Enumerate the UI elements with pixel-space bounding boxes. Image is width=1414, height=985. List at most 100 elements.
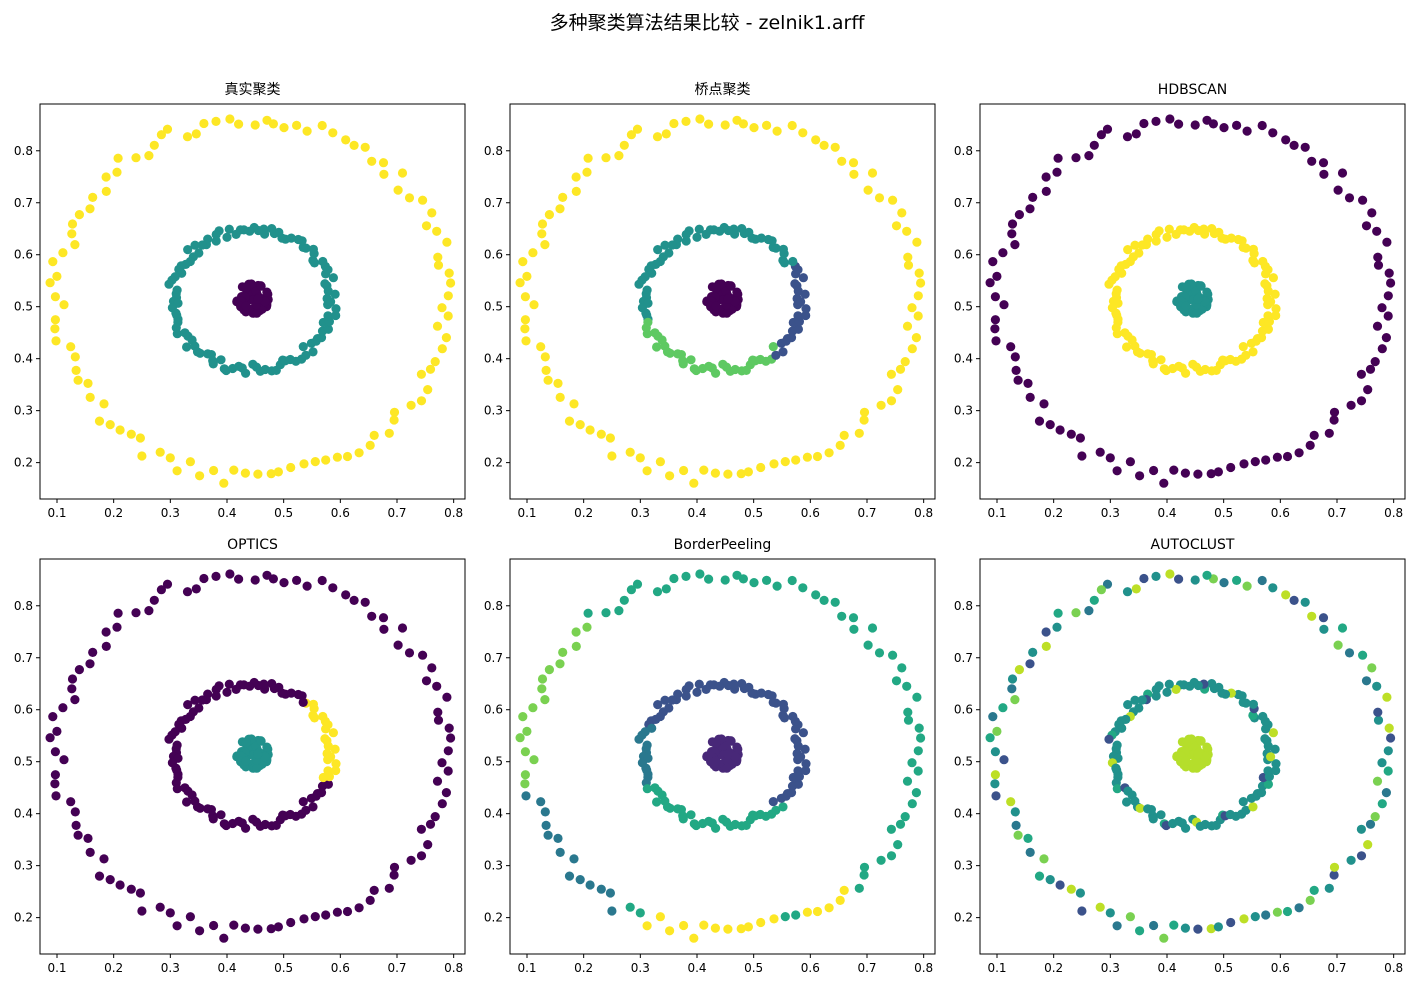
data-point-outer xyxy=(317,575,327,586)
data-point-outer xyxy=(536,342,546,352)
data-point-outer xyxy=(1041,186,1051,196)
data-point-inner xyxy=(1271,310,1281,321)
data-point-outer xyxy=(51,336,61,346)
data-point-outer xyxy=(162,579,173,589)
data-point-outer xyxy=(1034,871,1045,881)
data-point-outer xyxy=(234,119,244,129)
data-point-outer xyxy=(1112,921,1122,931)
data-point-outer xyxy=(1367,208,1377,218)
data-point-outer xyxy=(70,352,80,362)
data-point-outer xyxy=(182,132,193,142)
data-point-outer xyxy=(704,119,714,129)
data-point-outer xyxy=(418,650,428,660)
x-tick-label: 0.5 xyxy=(744,961,763,975)
data-point-outer xyxy=(749,123,759,133)
x-tick-label: 0.1 xyxy=(47,506,66,520)
data-point-outer xyxy=(397,168,408,178)
data-point-outer xyxy=(837,611,847,621)
data-point-outer xyxy=(1007,674,1018,684)
data-point-outer xyxy=(1309,885,1319,895)
data-point-outer xyxy=(859,407,870,417)
data-point-outer xyxy=(432,321,443,331)
data-point-outer xyxy=(1206,469,1216,479)
data-point-outer xyxy=(902,321,913,331)
data-point-inner xyxy=(224,679,234,689)
data-point-inner xyxy=(1122,342,1132,352)
data-point-outer xyxy=(520,315,530,325)
data-point-outer xyxy=(743,922,753,932)
x-tick-label: 0.7 xyxy=(857,506,876,520)
data-point-inner xyxy=(801,765,811,776)
data-point-outer xyxy=(126,884,136,894)
data-point-inner xyxy=(1156,810,1166,820)
data-point-outer xyxy=(1318,158,1329,168)
data-point-outer xyxy=(575,420,585,430)
data-point-outer xyxy=(652,587,663,597)
data-point-outer xyxy=(1052,167,1062,177)
data-point-inner xyxy=(190,240,200,250)
data-point-center xyxy=(711,283,721,293)
data-point-outer xyxy=(1307,611,1317,621)
data-point-outer xyxy=(1329,407,1340,417)
data-point-outer xyxy=(234,574,244,584)
data-point-outer xyxy=(811,135,821,145)
data-point-outer xyxy=(67,674,78,684)
data-point-outer xyxy=(903,715,914,725)
data-point-outer xyxy=(1169,465,1179,475)
data-point-outer xyxy=(342,451,353,462)
scatter-plot-1: 真实聚类 0.1 0.2 0.3 0.4 0.5 0.6 0.7 0.8 0.2 0.3 0.4 0.5… xyxy=(14,82,466,520)
data-point-outer xyxy=(302,581,312,591)
data-point-outer xyxy=(665,471,675,481)
data-point-outer xyxy=(328,583,338,593)
data-point-inner xyxy=(778,802,788,812)
data-point-outer xyxy=(529,755,539,765)
data-point-outer xyxy=(1250,457,1260,467)
data-point-outer xyxy=(185,912,195,922)
data-point-outer xyxy=(1386,733,1396,743)
data-point-outer xyxy=(720,120,730,130)
data-point-outer xyxy=(1232,575,1242,585)
data-point-outer xyxy=(1257,120,1267,131)
data-point-outer xyxy=(544,210,554,220)
data-point-outer xyxy=(528,248,538,258)
data-point-outer xyxy=(1370,357,1380,367)
data-point-outer xyxy=(780,457,790,467)
data-point-inner xyxy=(208,814,218,824)
data-point-outer xyxy=(70,695,80,705)
subplot-1: 真实聚类 0.1 0.2 0.3 0.4 0.5 0.6 0.7 0.8 0.2 0.3 0.4 0.5… xyxy=(0,75,466,520)
data-point-center xyxy=(241,301,251,311)
data-point-inner xyxy=(211,236,221,246)
data-point-outer xyxy=(341,135,351,145)
data-point-outer xyxy=(543,375,553,385)
data-point-outer xyxy=(112,167,122,177)
data-point-outer xyxy=(225,114,235,124)
data-point-outer xyxy=(1025,659,1035,669)
data-point-outer xyxy=(515,733,525,743)
data-point-inner xyxy=(318,711,328,722)
data-point-outer xyxy=(1242,581,1252,591)
x-tick-label: 0.6 xyxy=(801,961,820,975)
data-point-inner xyxy=(737,679,747,689)
data-point-outer xyxy=(571,172,581,182)
data-point-outer xyxy=(1377,344,1387,354)
data-point-inner xyxy=(323,311,333,321)
data-point-outer xyxy=(1071,608,1081,618)
data-point-outer xyxy=(211,116,221,126)
data-point-inner xyxy=(222,687,232,697)
y-tick-label: 0.7 xyxy=(484,196,503,210)
data-point-outer xyxy=(1122,132,1133,142)
data-point-outer xyxy=(393,640,403,650)
data-point-outer xyxy=(1250,912,1260,922)
data-point-outer xyxy=(537,219,548,229)
data-point-outer xyxy=(854,883,864,893)
data-point-outer xyxy=(585,425,595,435)
data-point-outer xyxy=(902,681,912,691)
data-point-outer xyxy=(1028,192,1038,202)
data-point-outer xyxy=(131,608,141,618)
data-point-outer xyxy=(229,465,239,475)
data-point-inner xyxy=(1207,224,1217,234)
data-point-inner xyxy=(793,779,803,789)
data-point-outer xyxy=(1202,115,1212,125)
data-point-outer xyxy=(625,447,635,457)
data-point-outer xyxy=(427,663,437,673)
